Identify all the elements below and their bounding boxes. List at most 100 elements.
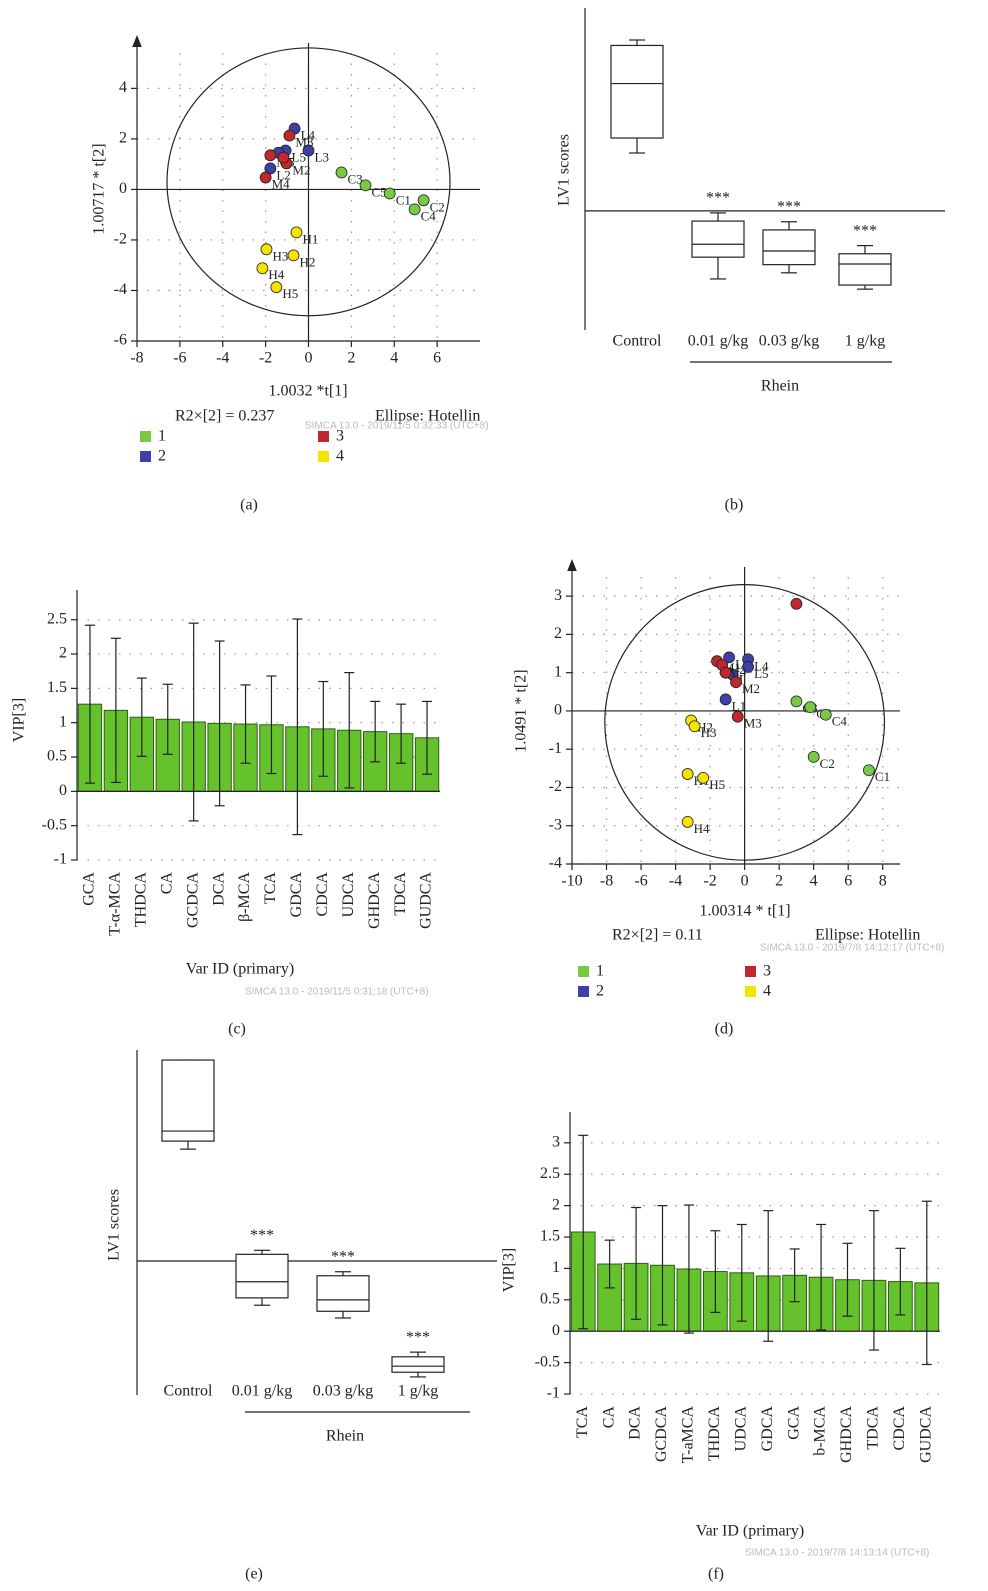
legend-swatch (578, 986, 589, 997)
x-tick-label: -10 (561, 873, 582, 890)
hotelling-ellipse (166, 47, 451, 317)
legend-label: 3 (763, 963, 771, 980)
y-tick-label: -0.5 (42, 816, 67, 833)
y-tick-label: 2.5 (540, 1165, 560, 1182)
panel-label: (f) (708, 1566, 724, 1583)
x-axis-label: 1.00314 * t[1] (699, 903, 790, 920)
x-tick-label: 6 (433, 350, 441, 367)
x-tick-label: GCA (81, 872, 98, 906)
legend-swatch (140, 431, 151, 442)
x-tick-label: GDCA (759, 1406, 776, 1452)
watermark: SIMCA 13.0 - 2019/7/8 14:13:14 (UTC+8) (745, 1548, 929, 1559)
point (283, 129, 296, 142)
watermark: SIMCA 13.0 - 2019/11/5 0:32:33 (UTC+8) (305, 421, 489, 432)
x-tick-label: 4 (810, 873, 818, 890)
box (610, 44, 664, 139)
x-tick-label: 0.01 g/kg (688, 333, 748, 350)
x-tick-label: -2 (259, 350, 272, 367)
point-label: L4 (301, 128, 316, 143)
annotation: Ellipse: Hotellin (375, 408, 480, 425)
x-tick-label: 0.01 g/kg (232, 1383, 292, 1400)
point-label: H4 (268, 267, 284, 282)
box (316, 1275, 370, 1312)
x-tick-label: GHDCA (838, 1406, 855, 1463)
x-tick-label: GCA (785, 1406, 802, 1440)
y-tick-label: -6 (114, 332, 127, 349)
x-tick-label: -6 (634, 873, 647, 890)
x-tick-label: -8 (600, 873, 613, 890)
point (863, 764, 875, 777)
y-tick-label: -1 (549, 740, 562, 757)
point-label: M3 (295, 135, 313, 150)
y-tick-label: 1.5 (47, 679, 67, 696)
x-tick-label: UDCA (732, 1406, 749, 1452)
legend-swatch (578, 966, 589, 977)
watermark: SIMCA 13.0 - 2019/11/5 0:31:18 (UTC+8) (245, 987, 429, 998)
point (790, 695, 803, 708)
x-tick-label: CA (600, 1406, 617, 1429)
point (719, 666, 732, 679)
point (681, 816, 694, 828)
legend-label: 2 (158, 448, 166, 465)
x-tick-label: β-MCA (236, 872, 253, 922)
y-tick-label: 2 (552, 1196, 560, 1213)
x-tick-label: 8 (879, 873, 887, 890)
x-tick-label: TCA (574, 1406, 591, 1438)
x-tick-label: GCDCA (653, 1406, 670, 1462)
x-tick-label: -2 (703, 873, 716, 890)
y-tick-label: 1.5 (540, 1228, 560, 1245)
x-tick-label: 0 (741, 873, 749, 890)
legend-swatch (140, 451, 151, 462)
panel-label: (b) (725, 497, 744, 514)
point (807, 750, 820, 763)
group-label: Rhein (326, 1428, 364, 1445)
point (383, 187, 396, 200)
significance: *** (406, 1329, 430, 1346)
hotelling-ellipse (604, 584, 886, 861)
legend-label: 1 (158, 428, 166, 445)
x-tick-label: UDCA (340, 872, 357, 918)
x-axis-label: Var ID (primary) (696, 1523, 804, 1540)
panel-label: (a) (240, 497, 258, 514)
annotation: R2×[2] = 0.237 (175, 408, 274, 425)
point (819, 708, 832, 721)
point (290, 226, 303, 239)
x-tick-label: DCA (210, 872, 227, 906)
y-tick-label: 3 (554, 587, 562, 604)
annotation: Ellipse: Hotellin (815, 927, 920, 944)
x-tick-label: CDCA (891, 1406, 908, 1451)
x-tick-label: 0.03 g/kg (313, 1383, 373, 1400)
x-tick-label: -8 (130, 350, 143, 367)
x-tick-label: DCA (627, 1406, 644, 1440)
significance: *** (706, 190, 730, 207)
legend-label: 4 (763, 983, 771, 1000)
legend-label: 3 (336, 428, 344, 445)
point-label: M2 (292, 162, 310, 177)
point (264, 162, 277, 175)
point-label: L2 (276, 167, 290, 182)
x-tick-label: TDCA (392, 872, 409, 916)
y-tick-label: -1 (547, 1385, 560, 1402)
point (790, 597, 803, 610)
point (335, 166, 348, 179)
y-axis-label: LV1 scores (106, 1189, 123, 1261)
point (804, 701, 817, 714)
y-tick-label: 0 (119, 180, 127, 197)
point-label: C5 (372, 184, 387, 199)
x-tick-label: 2 (347, 350, 355, 367)
y-tick-label: 2 (119, 130, 127, 147)
x-tick-label: -4 (216, 350, 229, 367)
point-label: L5 (292, 150, 306, 165)
box (838, 253, 892, 286)
point-label: C2 (820, 756, 835, 771)
y-tick-label: 0.5 (47, 748, 67, 765)
y-tick-label: -4 (114, 281, 127, 298)
y-tick-label: 4 (119, 79, 127, 96)
x-tick-label: GUDCA (418, 872, 435, 929)
point (302, 144, 315, 157)
y-tick-label: 2 (554, 625, 562, 642)
legend-swatch (745, 986, 756, 997)
point-label: H5 (282, 286, 298, 301)
y-tick-label: 2.5 (47, 610, 67, 627)
